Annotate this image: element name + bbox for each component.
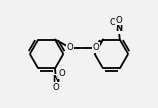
Text: O: O [109, 18, 116, 27]
Text: O: O [92, 43, 99, 52]
Text: N: N [115, 24, 122, 33]
Text: O: O [67, 43, 73, 52]
Text: O: O [59, 69, 65, 78]
Text: O: O [53, 83, 59, 92]
Text: N: N [52, 75, 60, 84]
Text: O: O [115, 16, 122, 25]
